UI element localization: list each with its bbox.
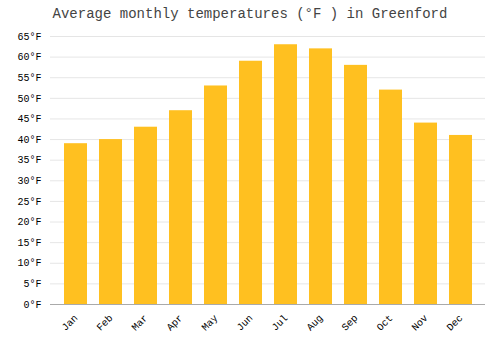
svg-text:0°F: 0°F [23, 300, 41, 311]
svg-text:55°F: 55°F [17, 73, 41, 84]
svg-text:65°F: 65°F [17, 32, 41, 43]
svg-text:20°F: 20°F [17, 217, 41, 228]
svg-text:Dec: Dec [445, 313, 466, 334]
svg-text:Aug: Aug [305, 313, 326, 334]
html-text:Average monthly temperatures (: Average monthly temperatures (°F ) in Gr… [52, 6, 448, 22]
svg-text:35°F: 35°F [17, 155, 41, 166]
svg-text:Nov: Nov [410, 313, 431, 334]
svg-text:50°F: 50°F [17, 94, 41, 105]
svg-text:Oct: Oct [375, 313, 396, 334]
svg-text:Feb: Feb [95, 313, 116, 334]
svg-text:5°F: 5°F [23, 279, 41, 290]
svg-text:Jul: Jul [270, 313, 291, 334]
svg-text:40°F: 40°F [17, 135, 41, 146]
svg-text:25°F: 25°F [17, 197, 41, 208]
svg-text:Apr: Apr [165, 313, 186, 334]
svg-text:May: May [200, 313, 221, 334]
svg-text:10°F: 10°F [17, 258, 41, 269]
svg-text:Jun: Jun [235, 313, 256, 334]
svg-text:15°F: 15°F [17, 238, 41, 249]
svg-text:Sep: Sep [340, 313, 361, 334]
svg-text:45°F: 45°F [17, 114, 41, 125]
svg-text:30°F: 30°F [17, 176, 41, 187]
svg-text:Mar: Mar [130, 313, 151, 334]
svg-text:Jan: Jan [60, 313, 81, 334]
svg-text:60°F: 60°F [17, 52, 41, 63]
